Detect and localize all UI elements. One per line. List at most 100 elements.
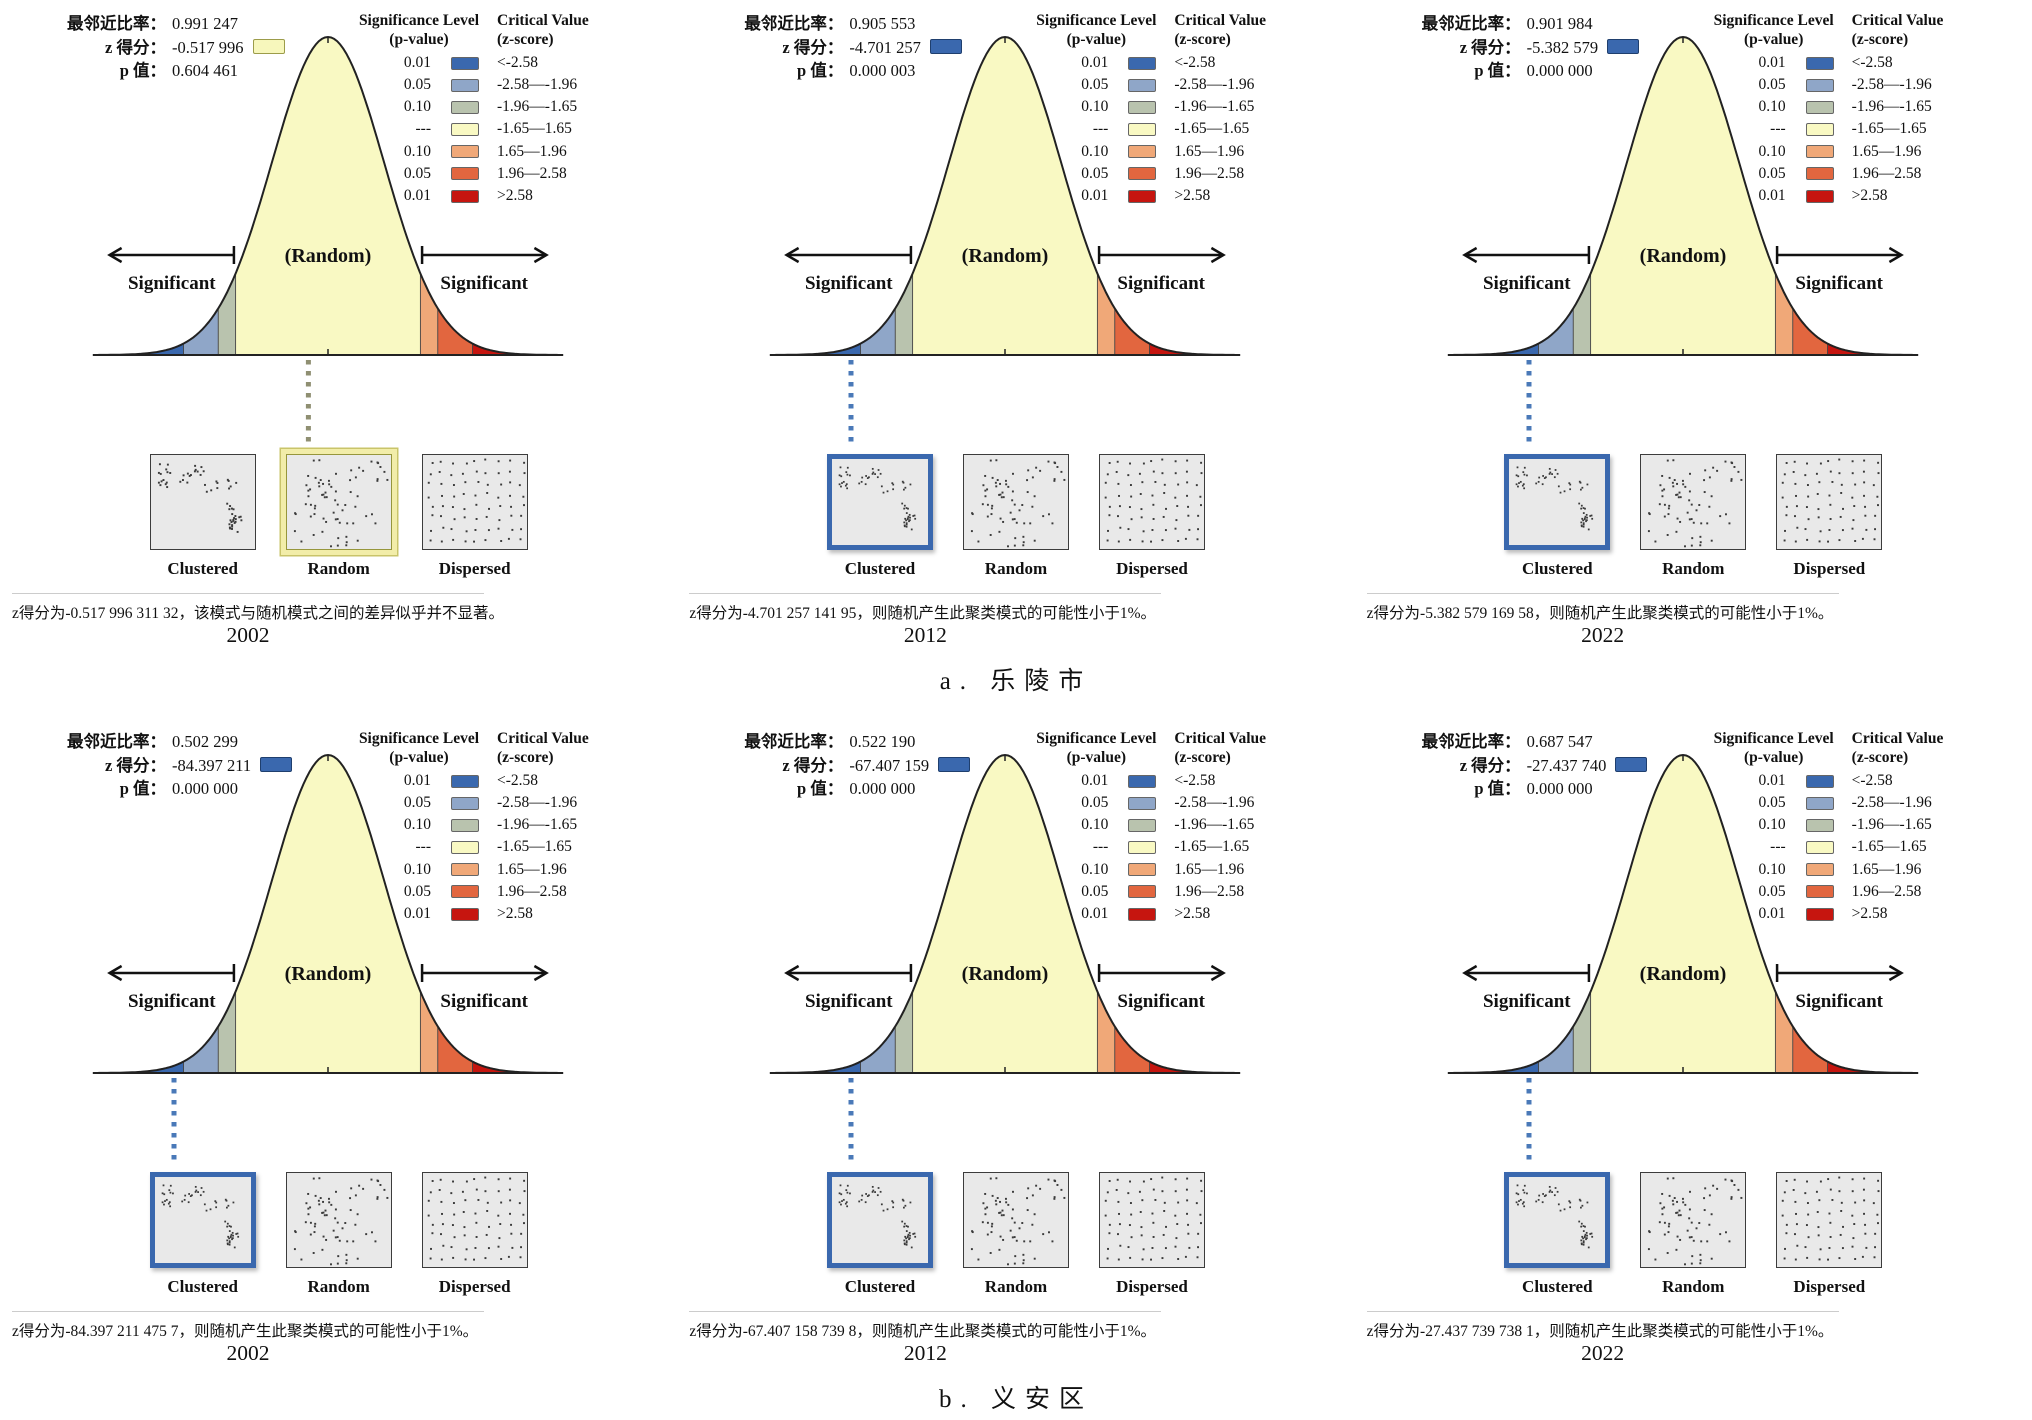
pattern-dot [510,514,512,517]
z-score-number: -5.382 579 [1526,37,1599,57]
significant-right-label: Significant [1795,991,1883,1012]
right-arrowhead-icon [1211,246,1227,264]
pattern-dot [846,1191,849,1194]
pattern-dot [1187,1232,1190,1235]
pattern-dot [904,486,907,489]
legend-z-range: -1.96—-1.65 [1851,816,1932,834]
pattern-dot [324,1209,327,1212]
pattern-dot [431,1232,434,1235]
z-score-subtitle: (z-score) [497,748,554,766]
pattern-dot [991,504,994,507]
pattern-dot [364,1233,367,1236]
pattern-dot [998,1211,1001,1214]
pattern-dot [209,1208,212,1211]
pattern-dot [1863,1212,1866,1215]
pattern-dot [451,1180,454,1183]
pattern-dot [1117,1258,1120,1261]
p-value-value: 0.000 000 [1526,779,1593,799]
pattern-dot [1693,1239,1696,1242]
result-caption: z得分为-84.397 211 475 7，则随机产生此聚类模式的可能性小于1%… [12,1323,479,1340]
pattern-dot [1128,1224,1131,1227]
curve-band-4 [420,991,438,1073]
pattern-dot [1586,1234,1589,1237]
left-arrowhead-icon [107,246,123,264]
legend-color-swatch [1805,101,1834,115]
pattern-dot [196,1191,199,1193]
pattern-dot [183,1194,186,1197]
pattern-dot [451,1256,454,1259]
pattern-dot [1854,540,1857,542]
pattern-dot [1200,1179,1203,1182]
pattern-dot [868,476,870,479]
pattern-dot [1828,1247,1831,1249]
pattern-dot [1817,493,1820,495]
pattern-dot [1116,1178,1119,1181]
pattern-dot [309,1233,312,1236]
pattern-dot [904,1235,907,1238]
pattern-dot [1557,1190,1559,1193]
dispersed-dots [1782,1176,1880,1261]
pattern-dot [228,508,230,511]
pattern-dot [1793,1189,1795,1191]
pattern-dot [162,1184,165,1187]
pattern-dot [1523,1205,1526,1208]
stats-block: 最邻近比率： 0.687 547 z 得分： -27.437 740 p 值： … [1363,732,1648,800]
stats-block: 最邻近比率： 0.901 984 z 得分： -5.382 579 p 值： 0… [1363,14,1640,82]
pattern-dot [1730,1196,1733,1199]
pattern-dot [465,530,468,533]
legend-p-value: 0.10 [1081,98,1109,116]
pattern-dot [1730,478,1733,481]
pattern-dot [1031,476,1034,479]
pattern-dot [167,1202,170,1205]
pattern-dot [1199,495,1202,498]
pattern-dot [429,1247,432,1250]
pattern-dot [329,1203,332,1206]
random-dots [1648,1177,1743,1266]
curve-band-4 [1775,991,1793,1073]
pattern-dot [1688,1217,1691,1220]
pattern-dot [990,1231,993,1234]
pattern-dot [1581,1235,1584,1238]
pattern-dot [1703,479,1706,482]
curve-band-2 [218,273,236,355]
legend-p-value: 0.05 [1081,76,1109,94]
pattern-dot [1554,1187,1557,1189]
pattern-dot [903,1243,906,1246]
pattern-dot [1029,1240,1032,1243]
pattern-dot [1829,1236,1832,1238]
curve-band-2 [1572,991,1591,1073]
pattern-dot [1140,1226,1143,1229]
pattern-dot [163,1193,165,1196]
curve-band-2 [218,991,236,1073]
random-dots [293,1177,389,1266]
pattern-dot [1568,1200,1571,1203]
legend-color-swatch [1805,167,1834,181]
significance-level-title: Significance Level [1036,12,1157,29]
legend-color-swatch [451,101,479,115]
pattern-dot [874,1191,876,1193]
legend-z-range: -1.65—1.65 [1174,838,1250,856]
pattern-dot [164,468,167,471]
legend-z-range: 1.65—1.96 [497,142,567,160]
pattern-dot [1152,470,1155,473]
pattern-dot [1873,1202,1876,1205]
pattern-dot [1011,490,1014,493]
pattern-dot [1678,491,1681,494]
pattern-dot [1796,1223,1799,1226]
critical-value-title: Critical Value [497,730,589,747]
pattern-dot [858,482,861,485]
legend-rows: 0.01 <-2.58 0.05 -2.58—-1.96 0.10 -1.96—… [1026,772,1330,923]
pattern-dot [1150,540,1152,543]
dispersed-label: Dispersed [1116,559,1188,578]
pattern-dot [892,483,895,486]
pattern-dot [1851,1245,1854,1248]
pattern-dot [1784,1247,1787,1250]
pattern-dot [995,485,998,488]
pattern-dot [318,1177,320,1180]
pattern-dot [485,1210,488,1212]
pattern-dot [1013,518,1016,521]
pattern-dot [1664,1221,1667,1224]
legend-color-swatch [1128,101,1157,115]
pattern-dot [343,504,346,506]
legend-color-swatch [1805,56,1834,70]
